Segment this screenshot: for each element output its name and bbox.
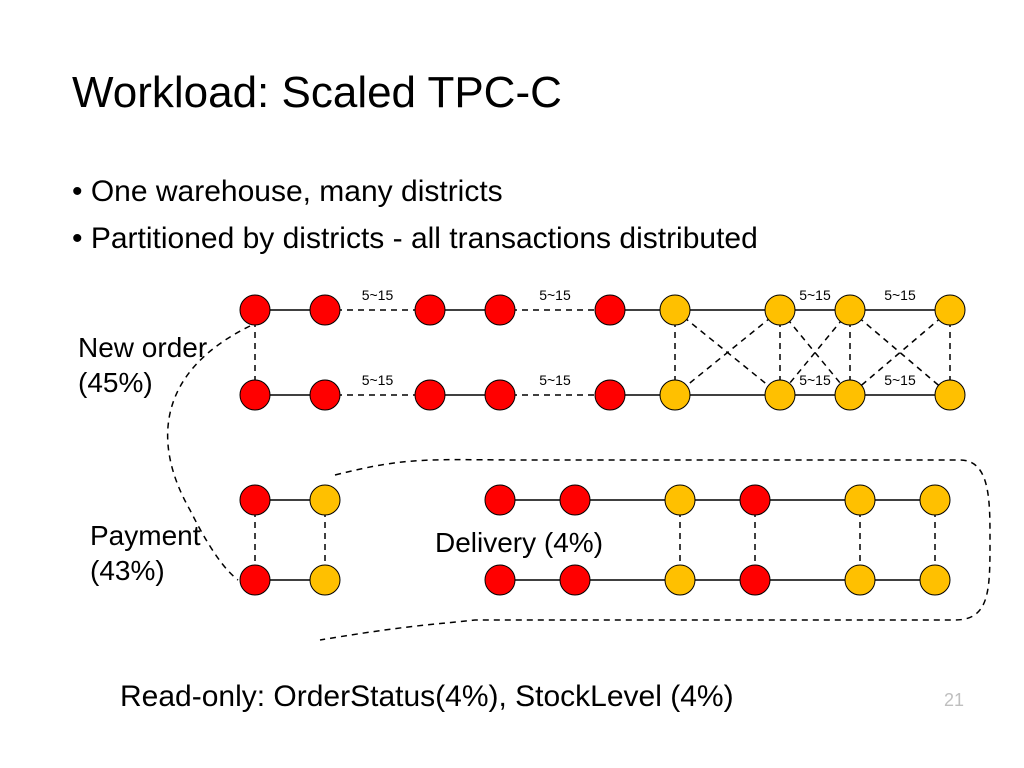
svg-text:5~15: 5~15 (539, 372, 571, 388)
svg-text:5~15: 5~15 (362, 287, 394, 303)
svg-text:5~15: 5~15 (884, 372, 916, 388)
svg-text:5~15: 5~15 (884, 287, 916, 303)
svg-text:5~15: 5~15 (362, 372, 394, 388)
svg-text:5~15: 5~15 (539, 287, 571, 303)
svg-text:5~15: 5~15 (799, 372, 831, 388)
diagram: 5~15 5~15 5~15 5~15 5~15 5~15 5~15 5~15 (0, 0, 1024, 768)
svg-text:5~15: 5~15 (799, 287, 831, 303)
